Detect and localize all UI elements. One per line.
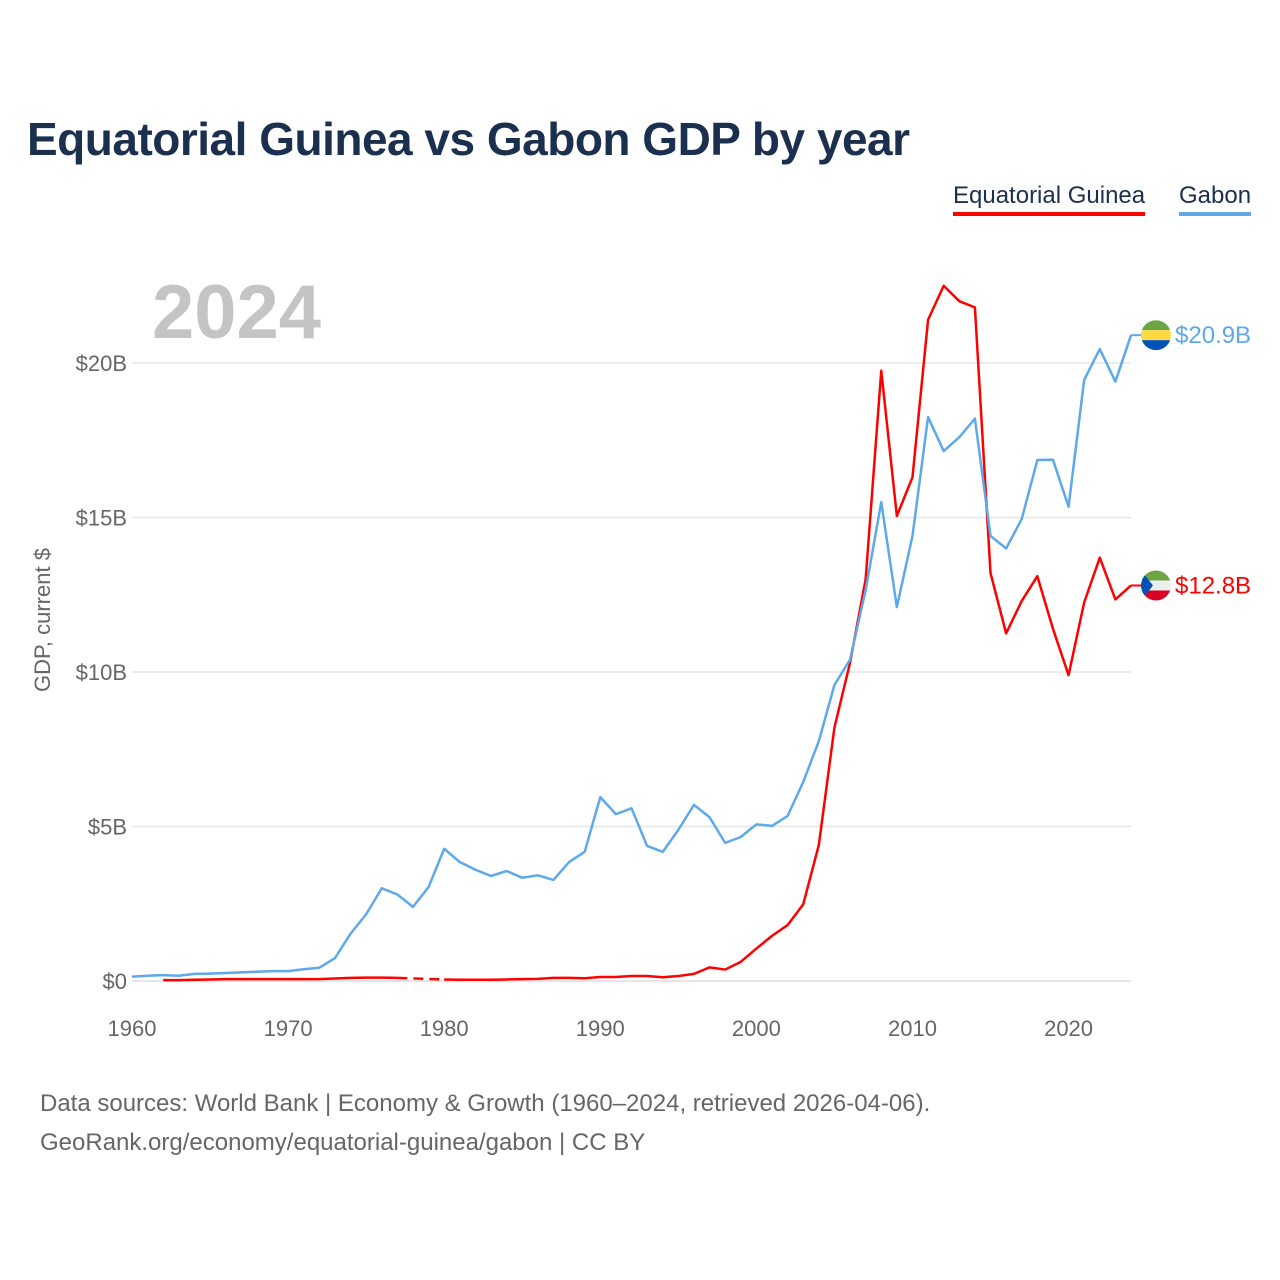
x-tick-label: 1990: [576, 1016, 625, 1041]
source-text: Data sources: World Bank | Economy & Gro…: [40, 1090, 931, 1117]
y-tick-label: $5B: [88, 815, 127, 840]
x-tick-label: 2010: [888, 1016, 937, 1041]
x-tick-label: 1980: [420, 1016, 469, 1041]
x-tick-label: 1960: [108, 1016, 157, 1041]
year-watermark: 2024: [152, 270, 321, 355]
equatorial-guinea-flag-icon: [1141, 570, 1171, 601]
legend-equatorial-guinea[interactable]: Equatorial Guinea: [953, 182, 1146, 216]
series-line-equatorial-guinea: [444, 284, 1132, 982]
y-tick-label: $20B: [76, 351, 127, 376]
series-line-gabon: [131, 334, 1133, 978]
chart-title: Equatorial Guinea vs Gabon GDP by year: [27, 113, 910, 165]
end-value-label: $20.9B: [1175, 322, 1251, 349]
series-line-equatorial-guinea: [163, 976, 398, 982]
x-tick-label: 1970: [264, 1016, 313, 1041]
footer: Data sources: World Bank | Economy & Gro…: [40, 1084, 930, 1162]
end-value-label: $12.8B: [1175, 572, 1251, 599]
gabon-flag-icon: [1141, 320, 1171, 351]
y-tick-label: $10B: [76, 660, 127, 685]
y-tick-label: $15B: [76, 506, 127, 531]
x-tick-label: 2000: [732, 1016, 781, 1041]
y-axis-label: GDP, current $: [30, 548, 55, 692]
legend-gabon[interactable]: Gabon: [1179, 182, 1252, 216]
x-tick-label: 2020: [1044, 1016, 1093, 1041]
series-gap-0: [397, 976, 445, 981]
y-tick-label: $0: [103, 969, 127, 994]
source-link[interactable]: GeoRank.org/economy/equatorial-guinea/ga…: [40, 1129, 646, 1156]
